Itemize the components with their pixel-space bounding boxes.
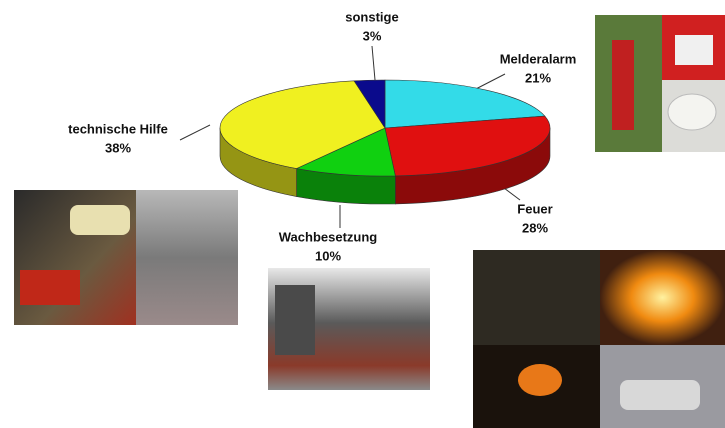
slice-value-label: 28% xyxy=(522,220,548,235)
photo-alarm xyxy=(595,15,725,152)
slice-label: sonstige xyxy=(345,9,398,24)
slice-label: technische Hilfe xyxy=(68,121,168,136)
labels: Melderalarm 21% Feuer 28% Wachbesetzung 10% te… xyxy=(68,9,576,263)
slice xyxy=(384,79,546,129)
slice xyxy=(219,80,386,169)
photo-accident xyxy=(14,190,238,325)
slice xyxy=(295,127,396,177)
slice-value-label: 10% xyxy=(315,248,341,263)
pie xyxy=(219,79,551,205)
slice-label: Feuer xyxy=(517,201,552,216)
slice xyxy=(384,115,551,177)
photo-station xyxy=(268,268,430,390)
slice xyxy=(353,79,386,130)
slice-value-label: 21% xyxy=(525,70,551,85)
photo-fire xyxy=(473,250,725,428)
slice-label: Melderalarm xyxy=(500,51,577,66)
slice-value-label: 3% xyxy=(363,28,382,43)
slice-label: Wachbesetzung xyxy=(279,229,378,244)
slice-value-label: 38% xyxy=(105,140,131,155)
